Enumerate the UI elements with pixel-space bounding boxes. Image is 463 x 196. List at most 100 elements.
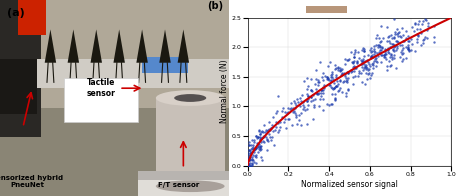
Point — [409, 43, 416, 46]
Point — [259, 140, 266, 143]
Point — [316, 104, 323, 107]
Point — [372, 59, 380, 62]
Point — [256, 147, 263, 150]
Point — [316, 92, 323, 95]
Point — [361, 63, 368, 66]
Point — [317, 61, 324, 64]
Point — [305, 94, 312, 97]
Point — [367, 57, 374, 60]
Point — [291, 102, 298, 105]
Point — [373, 64, 380, 68]
Point — [279, 110, 286, 113]
Point — [263, 139, 270, 142]
Text: (b): (b) — [207, 1, 223, 11]
Point — [357, 59, 365, 62]
Point — [264, 140, 272, 143]
Point — [250, 138, 258, 142]
Point — [248, 163, 256, 167]
Point — [324, 75, 331, 78]
Point — [256, 137, 263, 140]
Point — [282, 126, 289, 129]
Bar — [34, 59, 229, 88]
Point — [333, 85, 341, 88]
Point — [357, 72, 365, 75]
Point — [362, 63, 369, 66]
Point — [355, 57, 363, 60]
Point — [291, 111, 299, 114]
Point — [344, 77, 352, 80]
Point — [314, 93, 321, 96]
Point — [374, 46, 382, 49]
Point — [311, 103, 318, 107]
Point — [362, 83, 369, 86]
Point — [307, 88, 315, 91]
Point — [291, 107, 299, 110]
Point — [378, 48, 385, 52]
Point — [263, 135, 270, 138]
Point — [393, 47, 400, 50]
Point — [385, 34, 393, 37]
Point — [324, 76, 332, 79]
Point — [348, 70, 355, 73]
Point — [385, 40, 393, 43]
Point — [416, 28, 424, 31]
Point — [376, 44, 383, 48]
Point — [370, 60, 378, 63]
Point — [407, 38, 415, 41]
Point — [399, 26, 406, 30]
Point — [399, 59, 406, 63]
Point — [350, 83, 357, 86]
Point — [379, 36, 387, 39]
Point — [274, 94, 282, 97]
Point — [311, 105, 318, 108]
Point — [411, 21, 418, 24]
Point — [307, 100, 314, 103]
Point — [293, 113, 300, 116]
Point — [385, 59, 393, 62]
Point — [347, 69, 354, 72]
Point — [361, 64, 369, 68]
Point — [323, 102, 331, 105]
Point — [244, 159, 252, 162]
Point — [361, 60, 369, 63]
Point — [254, 145, 261, 148]
Point — [337, 73, 344, 76]
Point — [390, 36, 398, 39]
Point — [256, 148, 263, 151]
Point — [257, 132, 264, 136]
Point — [353, 62, 361, 65]
Point — [376, 41, 383, 44]
Point — [419, 38, 427, 41]
Point — [266, 128, 274, 132]
Point — [250, 148, 257, 151]
Point — [285, 117, 293, 120]
Point — [399, 43, 406, 46]
Point — [245, 163, 252, 166]
Point — [244, 156, 252, 160]
Point — [254, 146, 261, 149]
Point — [376, 48, 383, 51]
Point — [245, 158, 253, 161]
Point — [262, 129, 269, 132]
Point — [275, 121, 282, 124]
Point — [250, 158, 257, 161]
Point — [390, 44, 398, 47]
Point — [297, 96, 304, 100]
Point — [285, 106, 292, 109]
Point — [402, 30, 410, 33]
Point — [266, 121, 273, 124]
Point — [260, 124, 268, 127]
Point — [338, 68, 345, 72]
Point — [386, 45, 394, 49]
Point — [250, 151, 257, 154]
Point — [290, 110, 298, 113]
Point — [329, 87, 336, 91]
Point — [358, 65, 365, 68]
Point — [349, 66, 356, 69]
Point — [245, 164, 253, 167]
Point — [413, 37, 421, 40]
Point — [389, 47, 396, 51]
Point — [358, 81, 365, 84]
Point — [248, 139, 256, 142]
Point — [351, 51, 358, 54]
